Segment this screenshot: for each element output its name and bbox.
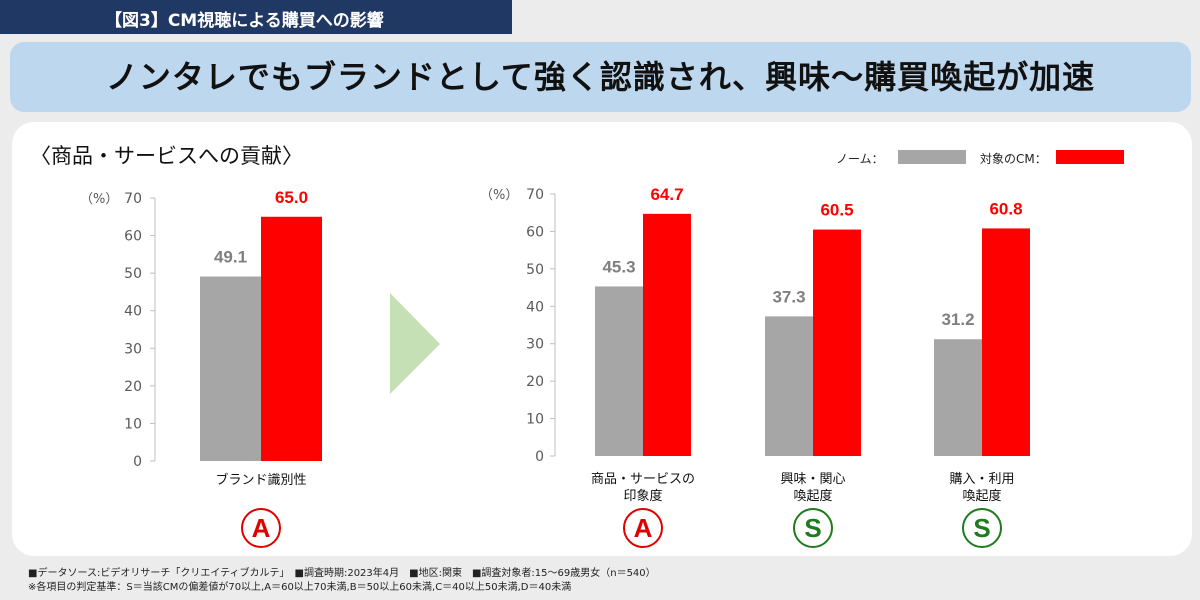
y-tick-label: 40 bbox=[124, 304, 142, 320]
category-label: 購入・利用 bbox=[949, 472, 1014, 487]
y-tick-label: 20 bbox=[526, 374, 544, 390]
bar-norm bbox=[934, 339, 982, 456]
y-tick-label: 10 bbox=[526, 412, 544, 428]
y-tick-label: 60 bbox=[526, 224, 544, 240]
grade-badge-circle bbox=[793, 508, 833, 548]
data-label-target: 60.5 bbox=[820, 201, 853, 220]
y-axis-unit: （%） bbox=[480, 188, 518, 203]
y-tick-label: 70 bbox=[124, 191, 142, 207]
category-label: 喚起度 bbox=[962, 488, 1001, 504]
y-axis-unit: （%） bbox=[80, 192, 118, 207]
footnote-source: ■データソース:ビデオリサーチ「クリエイティブカルテ」 ■調査時期:2023年4… bbox=[28, 568, 656, 579]
bar-norm bbox=[595, 286, 643, 456]
y-tick-label: 20 bbox=[124, 379, 142, 395]
y-tick-label: 60 bbox=[124, 229, 142, 245]
y-tick-label: 10 bbox=[124, 416, 142, 432]
data-label-norm: 49.1 bbox=[214, 248, 247, 267]
y-tick-label: 50 bbox=[526, 262, 544, 278]
headline: ノンタレでもブランドとして強く認識され、興味〜購買喚起が加速 bbox=[10, 42, 1191, 112]
category-label: 印象度 bbox=[623, 488, 662, 504]
y-tick-label: 70 bbox=[526, 187, 544, 203]
footnote-criteria: ※各項目の判定基準：S＝当該CMの偏差値が70以上,A＝60以上70未満,B＝5… bbox=[28, 582, 572, 593]
y-tick-label: 30 bbox=[526, 337, 544, 353]
data-label-norm: 37.3 bbox=[772, 287, 805, 306]
bar-norm bbox=[200, 276, 261, 461]
figure-label: 【図3】CM視聴による購買への影響 bbox=[0, 0, 512, 34]
data-label-norm: 31.2 bbox=[941, 310, 974, 329]
y-tick-label: 0 bbox=[133, 454, 142, 470]
y-tick-label: 50 bbox=[124, 266, 142, 282]
grade-badge-circle bbox=[962, 508, 1002, 548]
data-label-target: 65.0 bbox=[275, 188, 308, 207]
legend-norm-swatch bbox=[898, 150, 966, 164]
category-label: 喚起度 bbox=[793, 488, 832, 504]
grade-badge-label: A bbox=[252, 513, 271, 543]
grade-badge-label: A bbox=[634, 513, 653, 543]
bar-norm bbox=[765, 316, 813, 456]
section-title: 〈商品・サービスへの貢献〉 bbox=[30, 144, 303, 168]
data-label-target: 60.8 bbox=[989, 199, 1022, 218]
category-label: ブランド識別性 bbox=[215, 472, 306, 488]
y-tick-label: 0 bbox=[535, 449, 544, 465]
y-tick-label: 40 bbox=[526, 299, 544, 315]
legend-norm-label: ノーム： bbox=[836, 152, 884, 166]
category-label: 興味・関心 bbox=[780, 472, 845, 487]
grade-badge-label: S bbox=[804, 513, 821, 543]
data-label-target: 64.7 bbox=[650, 185, 683, 204]
bar-target bbox=[261, 216, 322, 461]
bar-target bbox=[813, 229, 861, 456]
grade-badge-circle bbox=[623, 508, 663, 548]
category-label: 商品・サービスの bbox=[591, 472, 695, 487]
bar-target bbox=[643, 213, 691, 456]
grade-badge-circle bbox=[241, 508, 281, 548]
grade-badge-label: S bbox=[973, 513, 990, 543]
y-tick-label: 30 bbox=[124, 341, 142, 357]
bar-target bbox=[982, 228, 1030, 456]
legend-target-swatch bbox=[1056, 150, 1124, 164]
legend-target-label: 対象のCM： bbox=[980, 152, 1047, 166]
arrow-shape bbox=[390, 293, 440, 394]
data-label-norm: 45.3 bbox=[602, 257, 635, 276]
